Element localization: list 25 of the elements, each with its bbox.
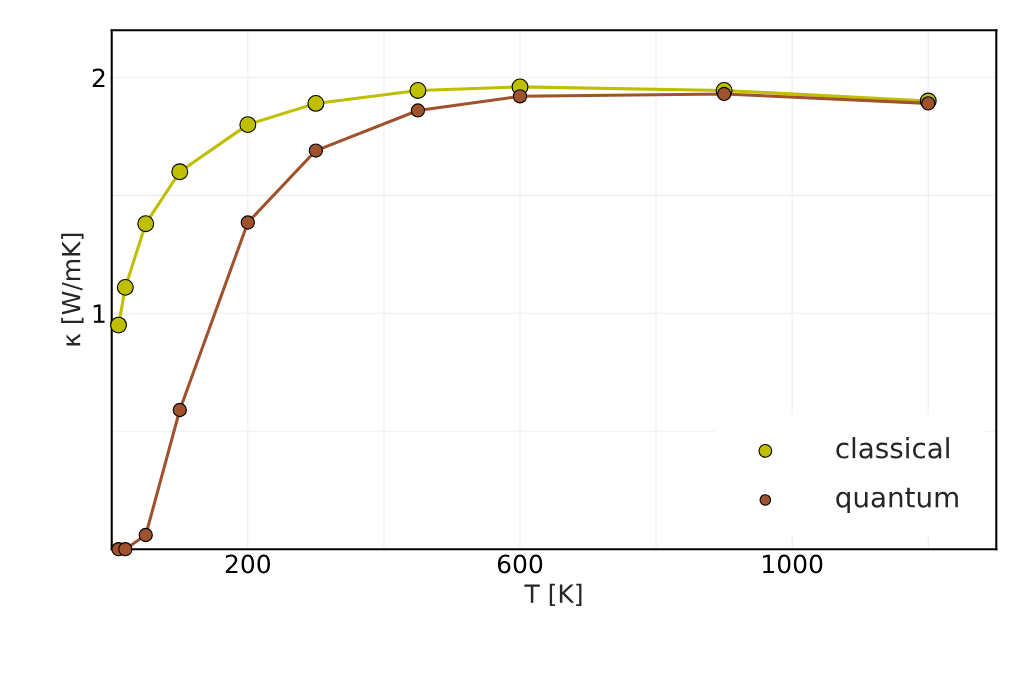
point (172, 402, 187, 418)
x-tick-label: 1000 (763, 554, 823, 574)
point (110, 316, 128, 334)
point (921, 96, 936, 111)
point (239, 116, 257, 134)
point (118, 542, 133, 557)
point (116, 278, 134, 296)
point (716, 86, 732, 102)
x-tick-label: 600 (497, 554, 543, 574)
point (171, 163, 189, 181)
x-tick-label: 200 (225, 554, 271, 574)
x-axis-title: T [K] (524, 583, 582, 607)
legend-label: quantum (836, 487, 958, 514)
point (138, 527, 153, 543)
point (409, 81, 427, 99)
point (240, 215, 255, 230)
point (410, 103, 426, 118)
point (307, 94, 325, 112)
point (512, 89, 528, 104)
y-tick-label: 2 (92, 68, 105, 87)
y-tick-label: 1 (93, 304, 105, 323)
point (308, 143, 324, 158)
point (137, 215, 155, 233)
y-axis-title: κ [W/mK] (61, 233, 84, 346)
legend-label: classical (836, 437, 949, 459)
